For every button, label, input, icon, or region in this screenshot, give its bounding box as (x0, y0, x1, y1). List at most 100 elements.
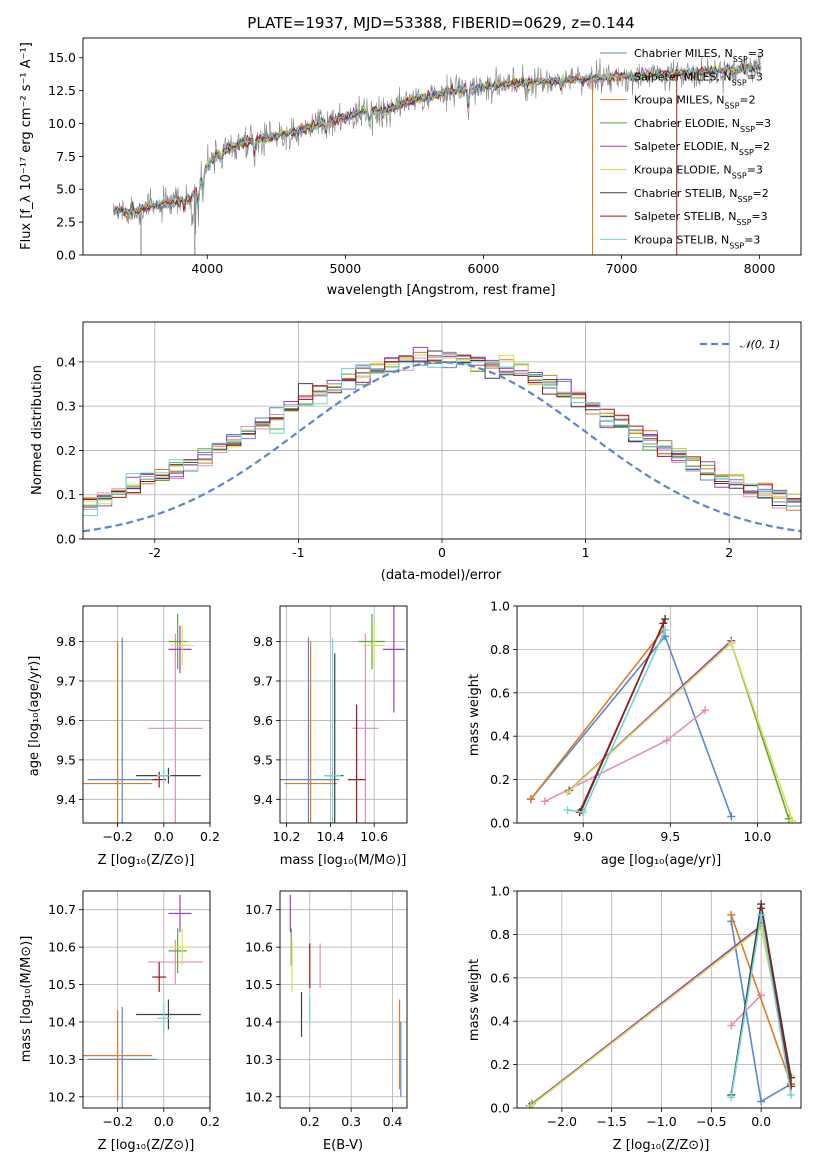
age-vs-mass-y-tick-label: 9.7 (253, 673, 273, 688)
residual-x-label: (data-model)/error (381, 568, 502, 583)
mass-vs-ebv-y-tick-label: 10.6 (245, 940, 273, 955)
weight-vs-Z-y-tick-label: 0.4 (490, 1014, 510, 1029)
spectrum-y-tick-label: 2.5 (56, 215, 76, 230)
weight-marker-salpeter-stelib (787, 1082, 796, 1091)
age-vs-Z-marks (83, 613, 204, 823)
legend-label-salpeter-stelib: Salpeter STELIB, NSSP=3 (634, 210, 768, 227)
age-vs-Z-y-tick-label: 9.7 (56, 673, 76, 688)
weight-marker-salpeter-miles (701, 706, 710, 715)
mass-vs-Z-y-tick-label: 10.5 (48, 977, 76, 992)
weight-vs-metallicity-x-label: Z [log₁₀(Z/Z⊙)] (613, 1138, 710, 1153)
weight-vs-age-x-tick-label: 9.5 (660, 829, 680, 844)
weight-vs-age-x-label: age [log₁₀(age/yr)] (601, 853, 722, 868)
spectrum-x-tick-label: 4000 (191, 261, 223, 276)
residual-legend: 𝒩(0, 1) (700, 338, 780, 351)
residuals-y-tick-label: 0.1 (56, 487, 76, 502)
weight-marker-kroupa-elodie (563, 788, 572, 797)
weight-vs-age-plot-area: 9.0 9.5 10.0 0.0 0.2 0.4 0.6 0.8 1.0 (490, 599, 802, 844)
weight-vs-age-x-tick-label: 10.0 (744, 829, 772, 844)
age-vs-metallicity-panel: −0.2 0.0 0.2 9.4 9.5 9.6 9.7 9.8 Z [log₁₀(Z/Z⊙)… (27, 605, 220, 868)
age-vs-mass-y-tick-label: 9.6 (253, 713, 273, 728)
age-vs-mass-x-label: mass [log₁₀(M/M⊙)] (280, 853, 407, 868)
weight-vs-Z-y-tick-label: 0.6 (490, 970, 510, 985)
legend-label-salpeter-elodie: Salpeter ELODIE, NSSP=2 (634, 140, 770, 157)
residuals-frame (82, 321, 802, 540)
age-vs-Z-y-tick-label: 9.6 (56, 713, 76, 728)
weight-vs-Z-x-tick-label: −1.5 (596, 1114, 626, 1129)
mass-vs-ebv-panel: 0.2 0.3 0.4 10.2 10.3 10.4 10.5 10.6 10.7 E(B-V) (245, 890, 408, 1153)
weight-marker-kroupa-stelib (787, 1090, 796, 1099)
legend-label-normal: 𝒩(0, 1) (740, 338, 780, 351)
weight-marker-kroupa-stelib (563, 805, 572, 814)
age-vs-mass-ticks: 10.2 10.4 10.6 9.4 9.5 9.6 9.7 9.8 (253, 634, 388, 844)
age-vs-Z-x-tick-label: 0.0 (154, 829, 174, 844)
weight-marker-chabrier-miles (757, 1097, 766, 1106)
mass-vs-metallicity-plot-area: −0.2 0.0 0.2 10.2 10.3 10.4 10.5 10.6 10.7 (48, 890, 220, 1129)
weight-vs-age-y-tick-label: 0.2 (490, 772, 510, 787)
residual-y-label: Normed distribution (30, 365, 45, 495)
weight-vs-Z-x-tick-label: −0.5 (696, 1114, 726, 1129)
age-vs-Z-x-tick-label: −0.2 (102, 829, 132, 844)
residuals-x-tick-label: 2 (725, 545, 733, 560)
spectrum-title: PLATE=1937, MJD=53388, FIBERID=0629, z=0… (247, 14, 634, 32)
age-vs-Z-frame (82, 605, 211, 824)
age-vs-Z-y-tick-label: 9.8 (56, 634, 76, 649)
weight-marker-kroupa-stelib (579, 808, 588, 817)
residuals-x-tick-label: 0 (438, 545, 446, 560)
age-vs-Z-ticks: −0.2 0.0 0.2 9.4 9.5 9.6 9.7 9.8 (56, 634, 220, 844)
legend-label-chabrier-miles: Chabrier MILES, NSSP=3 (634, 47, 764, 64)
age-vs-metallicity-plot-area: −0.2 0.0 0.2 9.4 9.5 9.6 9.7 9.8 (56, 605, 220, 844)
weight-vs-Z-y-tick-label: 1.0 (490, 884, 510, 899)
weight-vs-Z-frame (516, 890, 802, 1109)
weight-vs-Z-y-tick-label: 0.8 (490, 927, 510, 942)
spectrum-y-label: Flux [f_λ 10⁻¹⁷ erg cm⁻² s⁻¹ A⁻¹] (19, 42, 34, 250)
weight-line-salpeter-stelib (760, 908, 792, 1087)
mass-vs-Z-y-tick-label: 10.4 (48, 1014, 76, 1029)
weight-line-salpeter-stelib (578, 623, 665, 813)
legend-label-kroupa-stelib: Kroupa STELIB, NSSP=3 (634, 233, 760, 250)
mass-vs-metallicity-x-label: Z [log₁₀(Z/Z⊙)] (98, 1138, 195, 1153)
age-vs-metallicity-x-label: Z [log₁₀(Z/Z⊙)] (98, 853, 195, 868)
weight-marker-kroupa-elodie (526, 1101, 535, 1108)
spectrum-ticks: 4000 5000 6000 7000 8000 0.0 2.5 5.0 7.5 10.0 12.5… (48, 50, 775, 276)
age-vs-mass-grid (280, 606, 407, 823)
mass-vs-Z-y-tick-label: 10.6 (48, 940, 76, 955)
spectrum-y-tick-label: 0.0 (56, 248, 76, 263)
spectrum-x-tick-label: 6000 (468, 261, 500, 276)
model-spectrum-kroupa-stelib (113, 61, 762, 215)
age-vs-Z-x-tick-label: 0.2 (200, 829, 220, 844)
mass-vs-Z-y-tick-label: 10.2 (48, 1089, 76, 1104)
legend-label-kroupa-elodie: Kroupa ELODIE, NSSP=3 (634, 164, 763, 181)
weight-vs-metallicity-plot-area: −2.0 −1.5 −1.0 −0.5 0.0 0.0 0.2 0.4 0.6 0.8 1.0 (490, 884, 802, 1130)
weight-vs-age-frame (516, 605, 802, 824)
age-vs-mass-x-tick-label: 10.2 (273, 829, 301, 844)
weight-vs-age-y-tick-label: 0.8 (490, 642, 510, 657)
residual-histogram-kroupa-stelib (83, 351, 801, 517)
residuals-y-tick-label: 0.4 (56, 354, 76, 369)
spectrum-legend: Chabrier MILES, NSSP=3 Salpeter MILES, NS… (600, 47, 771, 250)
weight-vs-age-y-tick-label: 1.0 (490, 599, 510, 614)
weight-marker-kroupa-elodie (727, 638, 736, 647)
weight-vs-Z-y-tick-label: 0.0 (490, 1101, 510, 1116)
spectrum-y-tick-label: 5.0 (56, 182, 76, 197)
weight-vs-metallicity-panel: −2.0 −1.5 −1.0 −0.5 0.0 0.0 0.2 0.4 0.6 0.8 1.0 Z … (467, 884, 802, 1153)
mass-vs-ebv-marks (289, 894, 402, 1097)
mass-vs-Z-y-tick-label: 10.7 (48, 902, 76, 917)
weight-vs-Z-ticks: −2.0 −1.5 −1.0 −0.5 0.0 0.0 0.2 0.4 0.6 0.8 1.0 (490, 884, 771, 1130)
weight-marker-salpeter-stelib (659, 619, 668, 628)
weight-marker-salpeter-miles (540, 797, 549, 806)
spectrum-x-tick-label: 7000 (606, 261, 638, 276)
mass-vs-Z-ticks: −0.2 0.0 0.2 10.2 10.3 10.4 10.5 10.6 10.7 (48, 902, 220, 1129)
mass-vs-ebv-y-tick-label: 10.7 (245, 902, 273, 917)
weight-marker-kroupa-stelib (727, 1093, 736, 1102)
age-vs-mass-marks (280, 606, 405, 823)
spectrum-y-tick-label: 7.5 (56, 149, 76, 164)
spectrum-x-tick-label: 5000 (329, 261, 361, 276)
spectrum-plot-area: 4000 5000 6000 7000 8000 0.0 2.5 5.0 7.5 10.0 12.5… (48, 37, 802, 276)
mass-vs-Z-marks (83, 894, 204, 1108)
weight-vs-age-y-tick-label: 0.4 (490, 729, 510, 744)
weight-marker-chabrier-miles (727, 812, 736, 821)
legend-label-salpeter-miles: Salpeter MILES, NSSP=3 (634, 70, 763, 87)
age-vs-mass-x-tick-label: 10.6 (360, 829, 388, 844)
spectrum-panel: PLATE=1937, MJD=53388, FIBERID=0629, z=0… (19, 14, 802, 298)
